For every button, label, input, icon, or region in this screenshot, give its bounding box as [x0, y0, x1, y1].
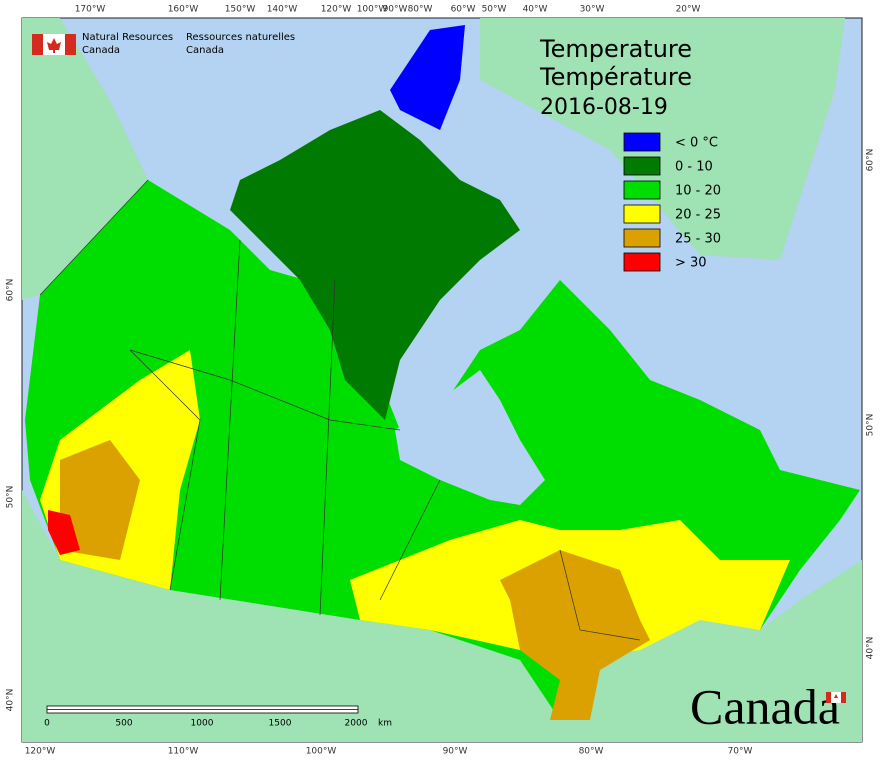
border [129, 349, 401, 431]
legend-swatch [623, 228, 661, 248]
legend-label: < 0 °C [675, 136, 718, 151]
legend-swatch [623, 204, 661, 224]
graticule-label: 50°N [6, 486, 16, 509]
graticule-label: 140°W [267, 5, 298, 15]
scale-label: 2000 [345, 719, 368, 729]
graticule-label: 90°W [383, 5, 408, 15]
agency-fr: Ressources naturelles [186, 32, 295, 43]
legend-label: 0 - 10 [675, 160, 713, 175]
graticule-label: 60°N [6, 279, 16, 302]
graticule-label: 60°N [866, 149, 876, 172]
border [39, 179, 149, 296]
border [559, 549, 641, 641]
graticule-label: 70°W [728, 747, 753, 757]
graticule-label: 50°W [482, 5, 507, 15]
graticule-label: 60°W [451, 5, 476, 15]
usa [22, 490, 862, 742]
graticule-label: 100°W [306, 747, 337, 757]
very-hot [48, 510, 80, 555]
legend-label: > 30 [675, 256, 707, 271]
graticule-label: 30°W [580, 5, 605, 15]
scale-label: 500 [115, 719, 132, 729]
nrcan-flag [32, 34, 76, 55]
scale-bar [46, 705, 359, 714]
title: Temperature [539, 35, 692, 63]
scale-label: 1000 [191, 719, 214, 729]
base-map [22, 18, 862, 742]
scale-unit: km [378, 719, 392, 729]
legend-label: 25 - 30 [675, 232, 721, 247]
wordmark: Canada [690, 678, 840, 734]
date: 2016-08-19 [540, 95, 668, 120]
border [379, 479, 441, 601]
hudson-bay [395, 370, 545, 505]
graticule-label: 50°N [866, 414, 876, 437]
greenland [480, 18, 845, 260]
graticule-label: 150°W [225, 5, 256, 15]
agency-en: Canada [82, 45, 120, 56]
graticule-label: 170°W [75, 5, 106, 15]
legend-swatch [623, 132, 661, 152]
scale-label: 1500 [269, 719, 292, 729]
graticule-label: 100°W [357, 5, 388, 15]
agency-fr: Canada [186, 45, 224, 56]
legend-label: 10 - 20 [675, 184, 721, 199]
graticule-label: 90°W [443, 747, 468, 757]
graticule-label: 80°W [579, 747, 604, 757]
graticule-label: 40°N [866, 637, 876, 660]
graticule-label: 80°W [408, 5, 433, 15]
arctic-freezing [390, 25, 465, 130]
graticule-label: 20°W [676, 5, 701, 15]
border [319, 279, 336, 616]
graticule-label: 120°W [25, 747, 56, 757]
alaska [22, 18, 148, 300]
agency-en: Natural Resources [82, 32, 173, 43]
graticule-label: 40°W [523, 5, 548, 15]
hot-west [60, 440, 140, 560]
legend-label: 20 - 25 [675, 208, 721, 223]
graticule-label: 40°N [6, 689, 16, 712]
scale-label: 0 [44, 719, 50, 729]
graticule-label: 120°W [321, 5, 352, 15]
graticule-label: 110°W [168, 747, 199, 757]
graticule-label: 160°W [168, 5, 199, 15]
legend-swatch [623, 252, 661, 272]
hot-ontario [500, 550, 650, 720]
arctic-cold [230, 110, 520, 420]
border [129, 349, 201, 591]
border [219, 239, 241, 601]
legend-swatch [623, 180, 661, 200]
title: Température [539, 63, 692, 91]
wordmark-flag [826, 692, 846, 703]
legend-swatch [623, 156, 661, 176]
